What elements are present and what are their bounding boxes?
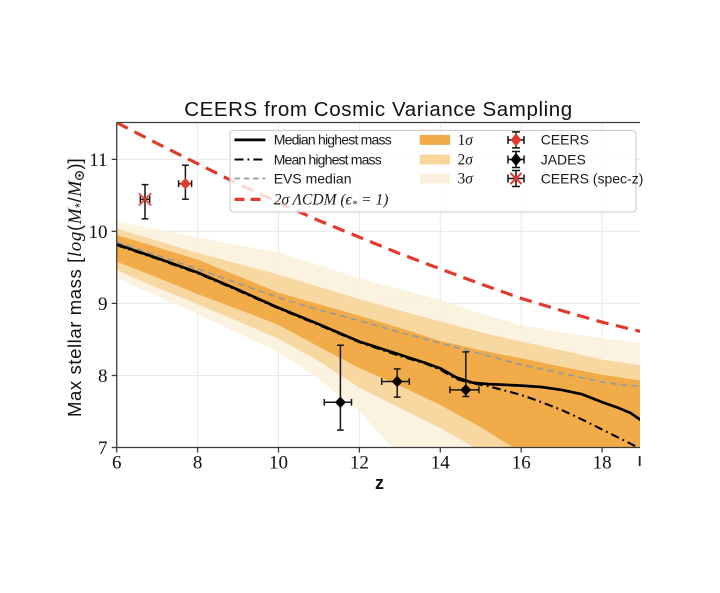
- svg-text:2σ ΛCDM (ϵ* = 1): 2σ ΛCDM (ϵ* = 1): [274, 191, 389, 210]
- svg-text:8: 8: [98, 366, 108, 387]
- svg-text:9: 9: [98, 294, 108, 315]
- svg-text:CEERS: CEERS: [541, 132, 589, 148]
- svg-text:CEERS (spec-z): CEERS (spec-z): [541, 170, 644, 186]
- svg-text:16: 16: [512, 453, 531, 474]
- svg-text:JADES: JADES: [541, 151, 586, 167]
- svg-text:Median highest mass: Median highest mass: [274, 132, 392, 148]
- svg-text:1σ: 1σ: [458, 132, 475, 149]
- svg-text:z: z: [375, 473, 384, 493]
- svg-text:12: 12: [350, 453, 369, 474]
- svg-text:10: 10: [89, 222, 108, 243]
- svg-text:Mean highest mass: Mean highest mass: [274, 151, 382, 167]
- svg-text:2σ: 2σ: [458, 152, 475, 169]
- svg-text:3σ: 3σ: [458, 171, 475, 188]
- svg-text:EVS median: EVS median: [274, 170, 352, 186]
- svg-text:18: 18: [593, 453, 612, 474]
- svg-text:10: 10: [269, 453, 288, 474]
- svg-text:8: 8: [193, 453, 203, 474]
- svg-text:)]: )]: [64, 158, 85, 169]
- svg-text:7: 7: [98, 438, 108, 459]
- svg-text:Max stellar mass [log(M*/M: Max stellar mass [log(M*/M: [64, 180, 87, 417]
- svg-text:14: 14: [431, 453, 451, 474]
- svg-text:CEERS from Cosmic Variance Sam: CEERS from Cosmic Variance Sampling: [184, 98, 573, 121]
- svg-text:6: 6: [112, 453, 122, 474]
- svg-text:11: 11: [89, 150, 107, 171]
